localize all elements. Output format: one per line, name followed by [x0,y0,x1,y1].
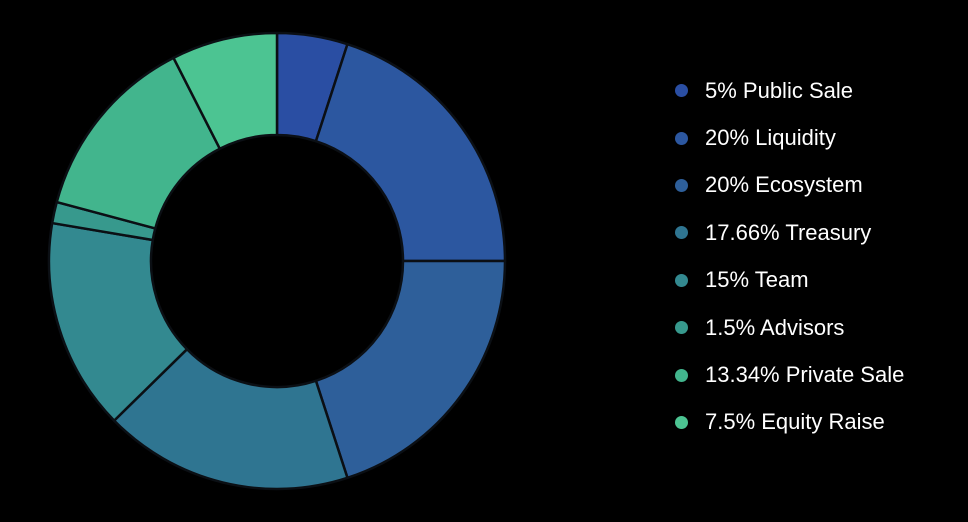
legend-item-8: 7.5% Equity Raise [675,399,904,446]
legend-dot-icon [675,273,688,287]
legend-label: 1.5% Advisors [705,314,845,340]
donut-slice-4 [112,347,349,491]
donut-slice-8 [172,31,279,150]
donut-slice-5 [47,221,189,422]
legend-dot-icon [675,368,688,382]
legend-dot-icon [675,131,688,145]
legend-item-7: 13.34% Private Sale [675,351,904,398]
legend-label: 15% Team [705,267,809,293]
chart-legend: 5% Public Sale 20% Liquidity 20% Ecosystem… [675,67,904,446]
legend-label: 17.66% Treasury [705,219,872,245]
legend-item-4: 17.66% Treasury [675,209,904,256]
donut-slice-3 [314,259,507,480]
legend-label: 20% Liquidity [705,125,836,151]
legend-label: 7.5% Equity Raise [705,409,885,435]
legend-dot-icon [675,178,688,192]
legend-item-3: 20% Ecosystem [675,162,904,209]
legend-dot-icon [675,321,688,335]
legend-label: 20% Ecosystem [705,172,863,198]
legend-item-6: 1.5% Advisors [675,304,904,351]
legend-item-1: 5% Public Sale [675,67,904,114]
donut-chart [47,31,507,491]
legend-item-2: 20% Liquidity [675,114,904,161]
legend-item-5: 15% Team [675,257,904,304]
legend-dot-icon [675,415,688,429]
donut-slice-2 [314,42,507,263]
legend-dot-icon [675,226,688,240]
legend-label: 13.34% Private Sale [705,362,905,388]
legend-label: 5% Public Sale [705,77,853,103]
legend-dot-icon [675,84,688,98]
